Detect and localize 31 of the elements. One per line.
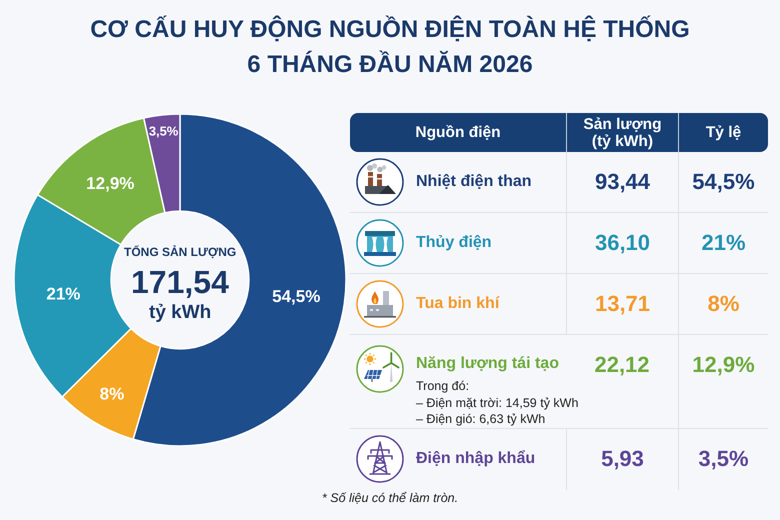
data-label: 54,5% — [272, 287, 320, 306]
category-label: Năng lượng tái tạo — [416, 354, 560, 374]
text: – Điện gió: 6,63 tỷ kWh — [416, 412, 546, 426]
text: 171,54 — [131, 264, 230, 300]
data-label: 21% — [701, 230, 746, 255]
text: – Điện mặt trời: 14,59 tỷ kWh — [416, 396, 578, 410]
text: * Số liệu có thể làm tròn. — [320, 491, 460, 505]
data-label: 3,5% — [148, 124, 179, 139]
category-label: Điện nhập khẩu — [416, 449, 536, 469]
data-label: 5,93 — [601, 446, 644, 471]
data-label: 8% — [100, 384, 124, 404]
text: Sản lượng (tỷ kWh) — [582, 116, 663, 150]
category-label: Thủy điện — [416, 233, 492, 253]
chart-title: CƠ CẤU HUY ĐỘNG NGUỒN ĐIỆN TOÀN HỆ THỐNG 6 THÁNG ĐẦU NĂM 2026 — [89, 14, 691, 80]
text: Trong đó: — [416, 379, 470, 393]
data-label: 13,71 — [594, 291, 650, 316]
text: Nguồn điện — [415, 124, 501, 141]
data-label: 8% — [708, 291, 740, 316]
text: TỔNG SẢN LƯỢNG — [124, 245, 236, 259]
category-label: Tua bin khí — [416, 294, 500, 314]
category-label: Nhiệt điện than — [416, 172, 532, 192]
data-label: 54,5% — [692, 169, 755, 194]
data-label: 93,44 — [594, 169, 650, 194]
data-label: 12,9% — [86, 174, 134, 194]
data-label: 21% — [46, 284, 80, 304]
text: tỷ kWh — [149, 302, 212, 323]
data-label: 22,12 — [594, 352, 650, 377]
data-label: 12,9% — [692, 352, 755, 377]
data-label: 3,5% — [698, 446, 749, 471]
text: Tỷ lệ — [706, 124, 742, 141]
data-label: 36,10 — [594, 230, 650, 255]
